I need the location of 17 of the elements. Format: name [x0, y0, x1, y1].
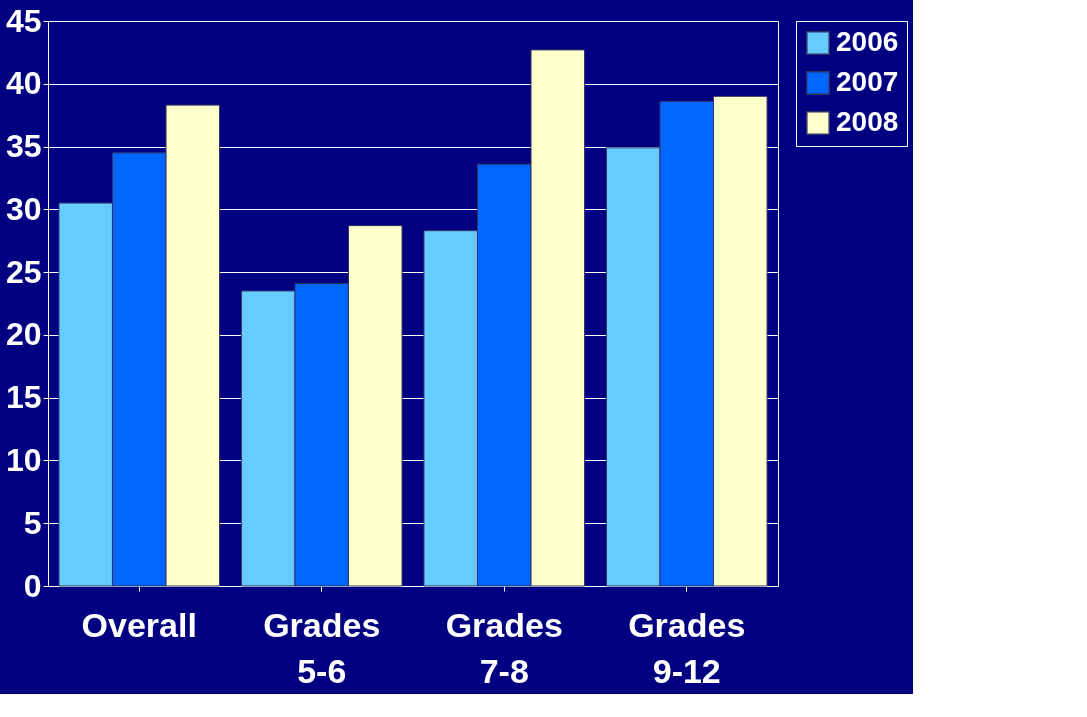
- x-tick-label: Grades 7-8: [445, 605, 563, 690]
- y-tick-label: 0: [23, 567, 42, 604]
- y-tick-label: 45: [5, 2, 42, 39]
- y-tick-label: 40: [5, 65, 42, 102]
- legend-label: 2008: [836, 106, 899, 137]
- y-tick-label: 15: [5, 379, 42, 416]
- x-tick-label: Grades 5-6: [263, 605, 381, 690]
- y-tick-label: 5: [23, 504, 42, 541]
- y-tick-label: 10: [5, 441, 42, 478]
- y-tick-label: 20: [5, 316, 42, 353]
- x-tick-label: Overall: [81, 605, 197, 644]
- x-tick-label: Grades 9-12: [628, 605, 746, 690]
- y-tick-label: 30: [5, 190, 42, 227]
- legend-label: 2006: [836, 26, 899, 57]
- y-tick-label: 25: [5, 253, 42, 290]
- legend-label: 2007: [836, 66, 899, 97]
- y-tick-label: 35: [5, 128, 42, 165]
